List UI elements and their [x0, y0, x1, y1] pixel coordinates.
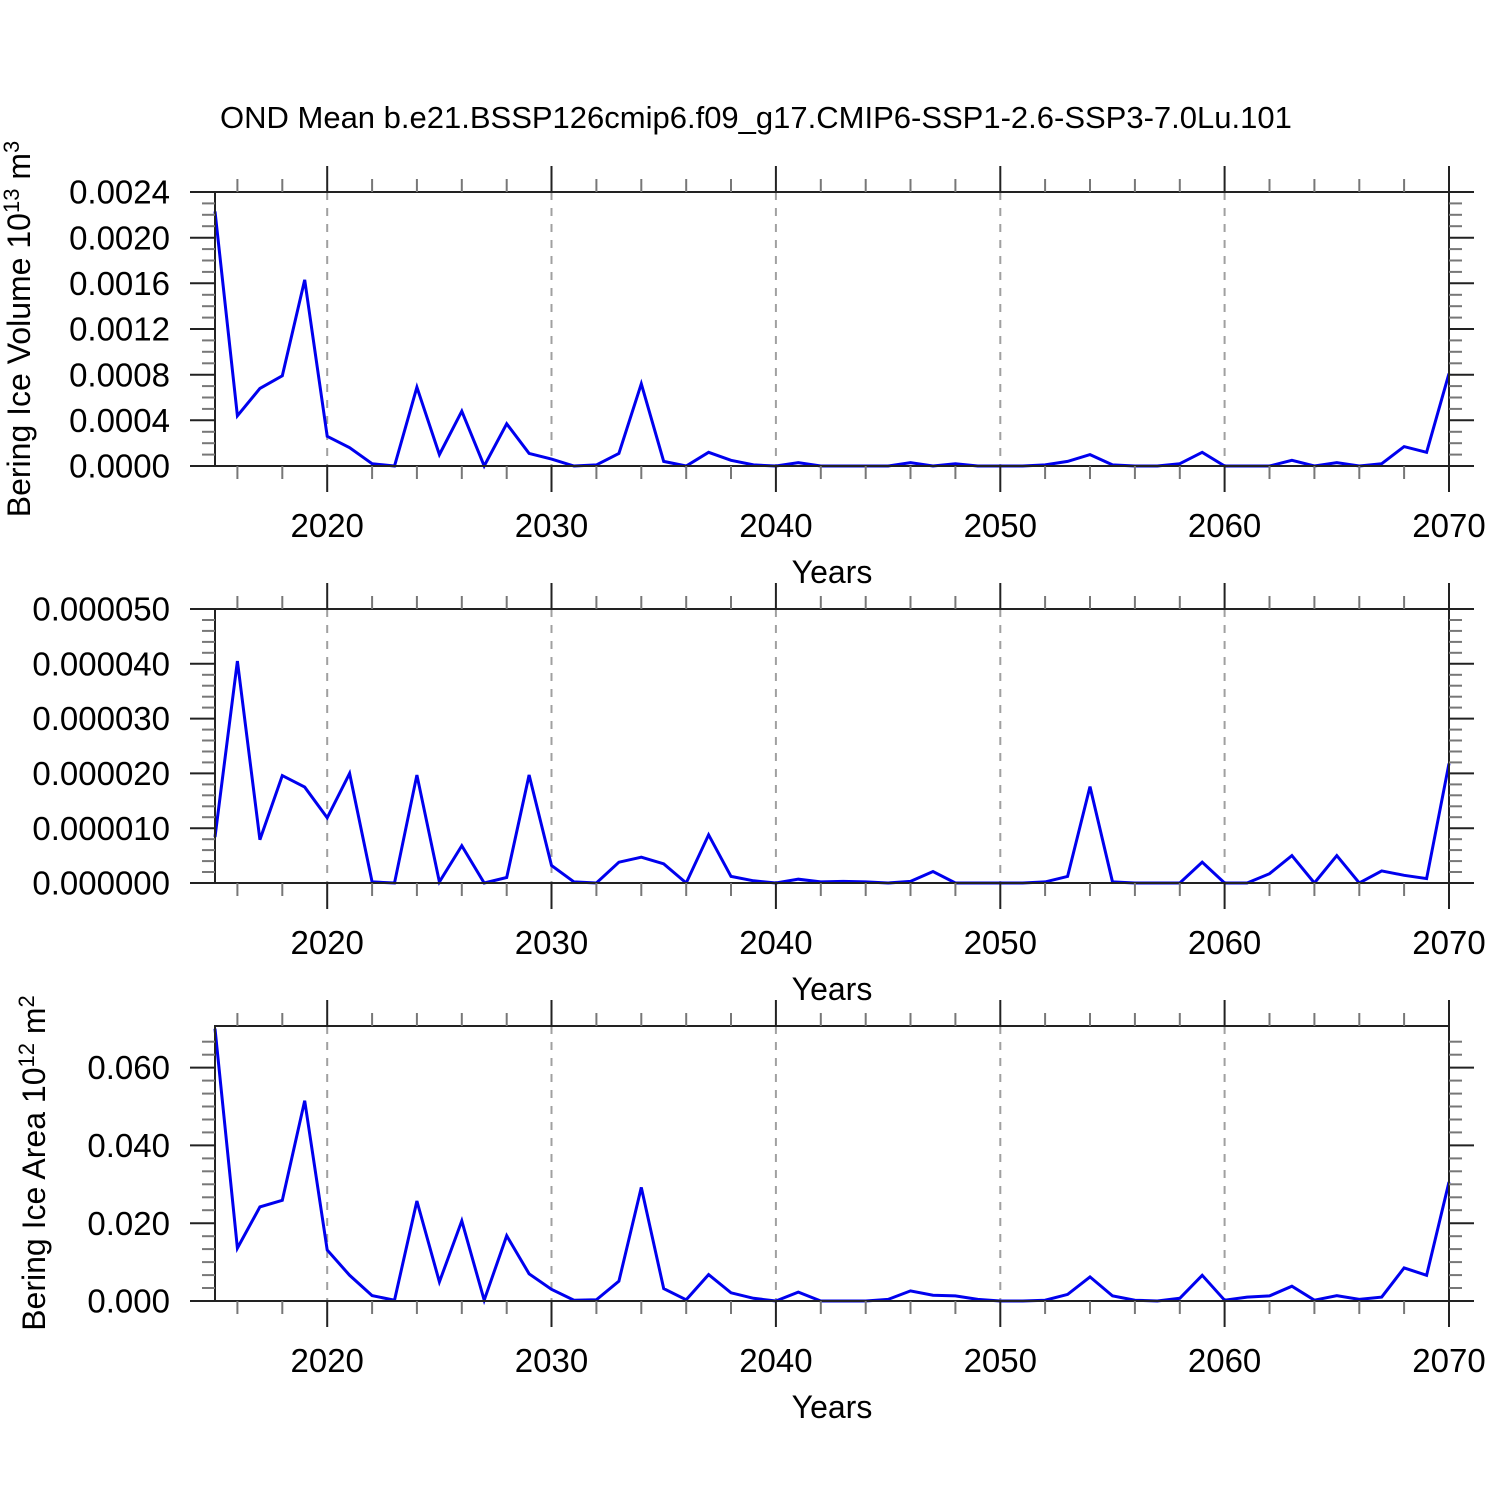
- y-axis-label-text: Bering Ice Area 10: [16, 1068, 52, 1331]
- x-axis-label-chart2: Years: [792, 971, 873, 1007]
- y-tick-labels: 0.000000 0.000010 0.000020 0.000030 0.000040…: [32, 591, 170, 902]
- x-axis-label-chart1: Years: [792, 554, 873, 590]
- x-tick-label: 2030: [515, 507, 588, 544]
- x-tick-label: 2050: [964, 924, 1037, 961]
- x-tick-label: 2040: [739, 507, 812, 544]
- y-axis-ticks: [190, 191, 1474, 467]
- plot-frame: [214, 1025, 1450, 1302]
- y-tick-label: 0.000: [87, 1283, 170, 1320]
- x-tick-label: 2020: [290, 507, 363, 544]
- x-tick-label: 2020: [290, 924, 363, 961]
- x-tick-label: 2060: [1188, 924, 1261, 961]
- y-axis-label-superscript: 13: [0, 189, 24, 213]
- x-tick-label: 2070: [1412, 507, 1485, 544]
- x-tick-label: 2030: [515, 1342, 588, 1379]
- y-tick-label: 0.000050: [32, 591, 170, 628]
- y-axis-ticks: [190, 1040, 1474, 1302]
- y-tick-label: 0.0016: [69, 265, 170, 302]
- decade-gridlines: [326, 1026, 1226, 1301]
- y-tick-label: 0.000000: [32, 865, 170, 902]
- x-axis-label-chart3: Years: [792, 1389, 873, 1425]
- x-tick-label: 2020: [290, 1342, 363, 1379]
- x-tick-label: 2040: [739, 1342, 812, 1379]
- y-axis-label-text: m: [1, 153, 37, 189]
- x-tick-label: 2030: [515, 924, 588, 961]
- y-axis-label-text: Bering Ice Volume 10: [1, 213, 37, 517]
- y-axis-label-ice-area: Bering Ice Area 1012 m2: [14, 995, 52, 1331]
- decade-gridlines: [326, 192, 1226, 466]
- charts-root: 0.0000 0.0004 0.0008 0.0012 0.0016 0.0020 0.00…: [32, 166, 1486, 1379]
- x-tick-label: 2050: [964, 507, 1037, 544]
- chart-bering-ice-area: 0.000 0.020 0.040 0.060 2020 2030 2040 2050 2060…: [87, 1000, 1486, 1379]
- x-tick-label: 2060: [1188, 1342, 1261, 1379]
- chart-bering-ice-volume: 0.0000 0.0004 0.0008 0.0012 0.0016 0.0020 0.00…: [69, 166, 1486, 544]
- plot-frame: [214, 191, 1450, 467]
- y-tick-label: 0.0000: [69, 448, 170, 485]
- y-axis-label-superscript: 12: [14, 1043, 39, 1067]
- x-tick-label: 2050: [964, 1342, 1037, 1379]
- x-tick-label: 2070: [1412, 924, 1485, 961]
- y-tick-label: 0.000040: [32, 645, 170, 682]
- y-tick-label: 0.0008: [69, 356, 170, 393]
- x-tick-label: 2040: [739, 924, 812, 961]
- y-axis-ticks: [190, 608, 1474, 884]
- x-tick-labels: 2020 2030 2040 2050 2060 2070: [290, 507, 1485, 544]
- y-tick-labels: 0.0000 0.0004 0.0008 0.0012 0.0016 0.0020 0.00…: [69, 174, 170, 485]
- y-axis-label-ice-volume: Bering Ice Volume 1013 m3: [0, 141, 37, 517]
- y-tick-label: 0.0012: [69, 311, 170, 348]
- x-tick-label: 2060: [1188, 507, 1261, 544]
- y-tick-label: 0.0020: [69, 219, 170, 256]
- y-tick-labels: 0.000 0.020 0.040 0.060: [87, 1049, 170, 1319]
- y-axis-label-superscript: 3: [0, 141, 24, 153]
- y-tick-label: 0.000010: [32, 810, 170, 847]
- y-tick-label: 0.000030: [32, 700, 170, 737]
- series-line: [213, 660, 1451, 886]
- figure-title: OND Mean b.e21.BSSP126cmip6.f09_g17.CMIP…: [220, 100, 1292, 135]
- x-tick-labels: 2020 2030 2040 2050 2060 2070: [290, 1342, 1485, 1379]
- decade-gridlines: [326, 609, 1226, 883]
- y-axis-label-superscript: 2: [14, 995, 39, 1007]
- plot-frame: [214, 608, 1450, 884]
- x-axis-ticks: [236, 583, 1450, 909]
- y-tick-label: 0.0024: [69, 174, 170, 211]
- x-tick-label: 2070: [1412, 1342, 1485, 1379]
- y-tick-label: 0.060: [87, 1049, 170, 1086]
- x-tick-labels: 2020 2030 2040 2050 2060 2070: [290, 924, 1485, 961]
- y-axis-label-text: m: [16, 1007, 52, 1043]
- chart-bering-snow-volume: 0.000000 0.000010 0.000020 0.000030 0.000040…: [32, 583, 1486, 961]
- series-line: [213, 1028, 1451, 1306]
- y-tick-label: 0.020: [87, 1205, 170, 1242]
- y-tick-label: 0.000020: [32, 755, 170, 792]
- y-tick-label: 0.040: [87, 1127, 170, 1164]
- x-axis-ticks: [236, 166, 1450, 492]
- series-line: [213, 211, 1451, 470]
- x-axis-ticks: [236, 1000, 1450, 1327]
- y-tick-label: 0.0004: [69, 402, 170, 439]
